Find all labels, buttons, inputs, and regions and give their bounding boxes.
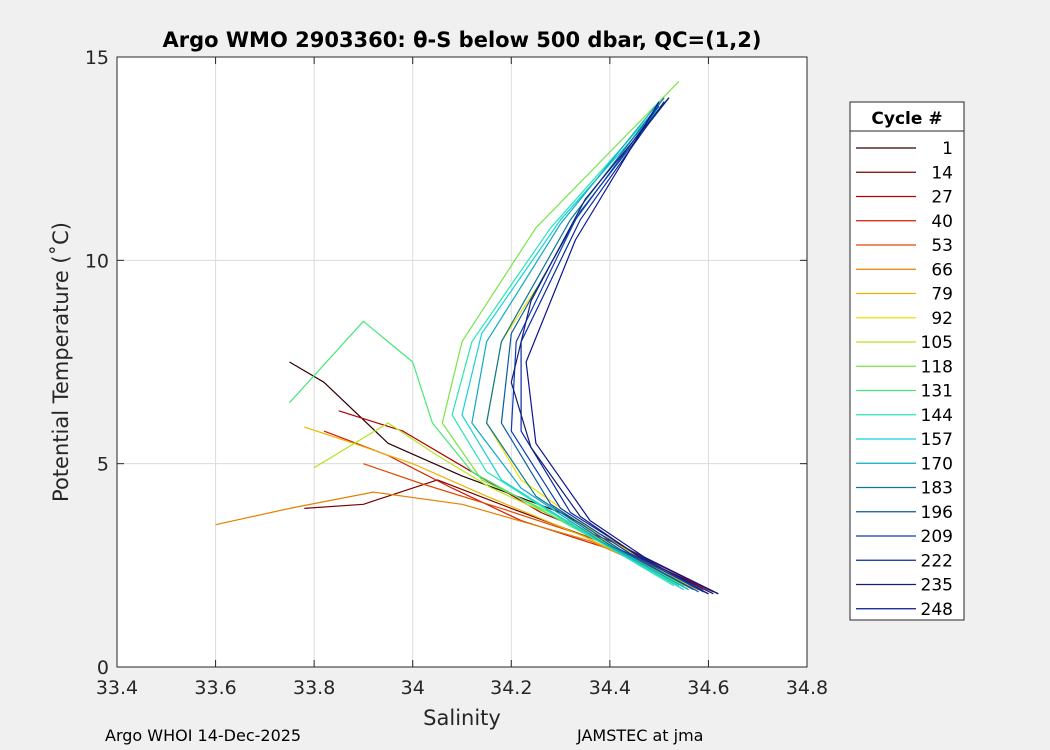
legend-box: [849, 101, 965, 621]
x-tick-label: 34: [401, 677, 425, 699]
y-tick-label: 5: [97, 454, 109, 476]
legend-entry-label: 131: [921, 382, 953, 402]
x-tick-label: 33.4: [96, 677, 138, 699]
y-axis-label: Potential Temperature (˚C): [49, 222, 73, 502]
legend-entry-label: 222: [921, 551, 953, 571]
series-line-19: [525, 101, 719, 595]
legend-entry-label: 40: [931, 212, 953, 232]
legend-entry-label: 79: [931, 285, 953, 305]
series-line-11: [451, 105, 675, 587]
legend-entry-label: 235: [921, 576, 953, 596]
series-line-16: [510, 105, 704, 593]
series-line-18: [510, 97, 714, 595]
footer-source: JAMSTEC at jma: [577, 726, 704, 745]
legend-entry-label: 196: [921, 503, 953, 523]
chart-title: Argo WMO 2903360: θ-S below 500 dbar, QC…: [163, 28, 762, 52]
legend-entry-label: 53: [931, 236, 953, 256]
series-line-5: [215, 491, 699, 591]
series-layer: [215, 80, 719, 595]
x-tick-label: 34.2: [490, 677, 532, 699]
x-tick-label: 34.4: [589, 677, 631, 699]
legend-entry-label: 118: [921, 357, 953, 377]
x-tick-label: 34.6: [687, 677, 729, 699]
legend-title: Cycle #: [871, 109, 942, 129]
ticks: 33.4 33.6 33.8 34 34.2 34.4 34.6 34.8 0 5 10 15: [85, 47, 828, 699]
legend-entry-label: 92: [931, 309, 953, 329]
legend-entry-label: 27: [931, 188, 953, 208]
legend-entry-label: 14: [931, 163, 953, 183]
x-tick-label: 34.8: [786, 677, 828, 699]
series-line-14: [486, 97, 694, 591]
plot-frame: [116, 56, 808, 668]
legend-entry-label: 1: [942, 139, 953, 159]
y-tick-label: 0: [97, 657, 109, 679]
x-axis-label: Salinity: [423, 706, 501, 730]
legend-entry-label: 66: [931, 260, 953, 280]
legend-entry-label: 105: [921, 333, 953, 353]
footer-credit: Argo WHOI 14-Dec-2025: [105, 726, 302, 745]
x-tick-label: 33.8: [293, 677, 335, 699]
series-line-15: [500, 97, 699, 593]
series-line-13: [471, 101, 689, 591]
series-line-12: [461, 97, 685, 591]
legend-entry-label: 183: [921, 479, 953, 499]
legend-entries: 1 14 27 40 53 66 79 92 105 118 131 144 157 170 183 196 2…: [856, 139, 953, 620]
legend-entry-label: 209: [921, 527, 953, 547]
legend-entry-label: 157: [921, 430, 953, 450]
x-tick-label: 33.6: [194, 677, 236, 699]
legend-entry-label: 144: [921, 406, 953, 426]
plot-area: [117, 57, 807, 667]
legend-entry-label: 248: [921, 600, 953, 620]
legend: Cycle # 1 14 27 40 53 66 79 92 105 118 131 144 157 17…: [849, 101, 965, 621]
y-tick-label: 15: [85, 47, 109, 69]
series-line-10: [289, 320, 680, 587]
grid: [117, 57, 807, 667]
y-tick-label: 10: [85, 250, 109, 272]
legend-entry-label: 170: [921, 454, 953, 474]
series-line-6: [304, 426, 694, 591]
series-line-8: [313, 422, 685, 587]
